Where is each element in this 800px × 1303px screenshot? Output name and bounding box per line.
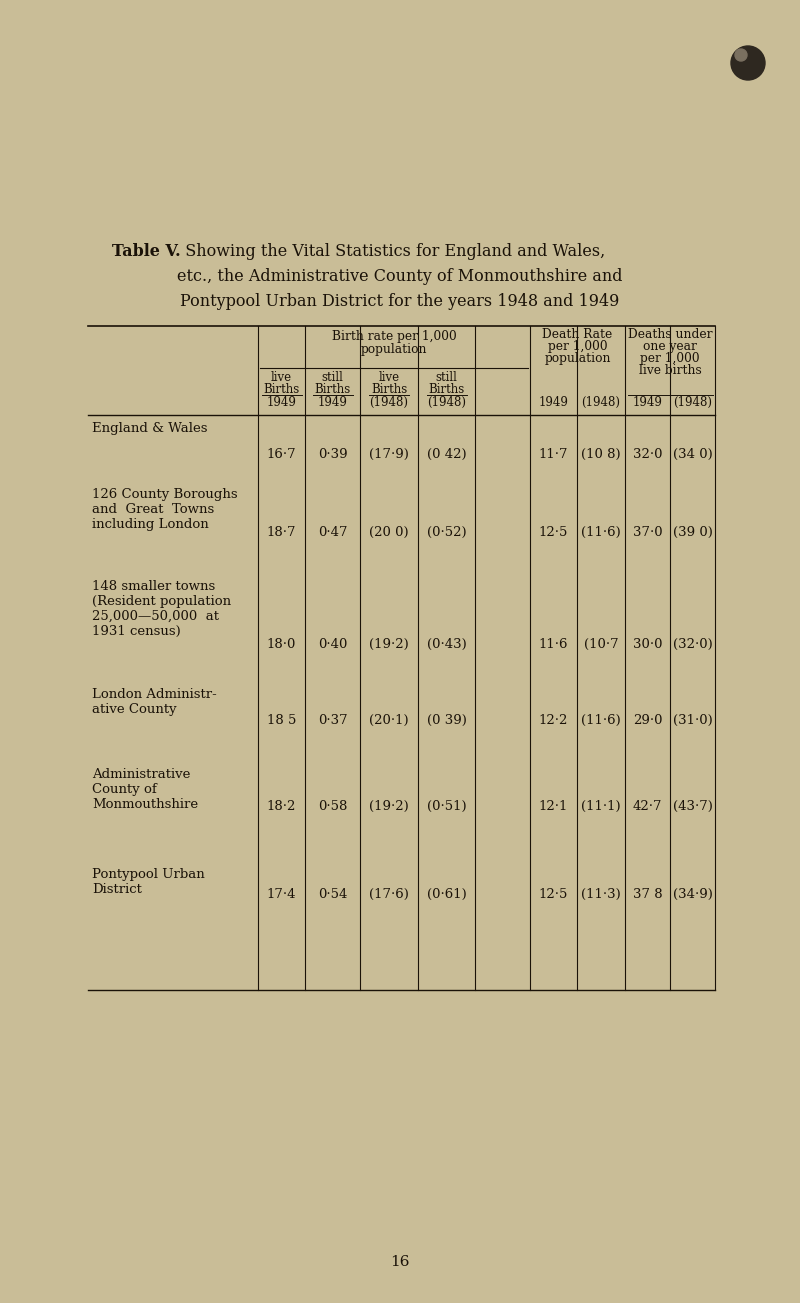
Text: 18·2: 18·2 (267, 800, 296, 813)
Text: 1949: 1949 (266, 396, 297, 409)
Text: Administrative: Administrative (92, 767, 190, 780)
Text: Monmouthshire: Monmouthshire (92, 797, 198, 810)
Text: (11·6): (11·6) (581, 714, 621, 727)
Text: (31·0): (31·0) (673, 714, 712, 727)
Text: (10 8): (10 8) (581, 448, 621, 461)
Text: 148 smaller towns: 148 smaller towns (92, 580, 215, 593)
Text: 37·0: 37·0 (633, 526, 662, 539)
Text: County of: County of (92, 783, 157, 796)
Text: (0 42): (0 42) (426, 448, 466, 461)
Text: (0·43): (0·43) (426, 638, 466, 652)
Text: 16: 16 (390, 1255, 410, 1269)
Text: Births: Births (263, 383, 300, 396)
Text: 126 County Boroughs: 126 County Boroughs (92, 489, 238, 500)
Circle shape (735, 50, 747, 61)
Text: Pontypool Urban District for the years 1948 and 1949: Pontypool Urban District for the years 1… (180, 293, 620, 310)
Text: 0·39: 0·39 (318, 448, 347, 461)
Text: Showing the Vital Statistics for England and Wales,: Showing the Vital Statistics for England… (175, 242, 606, 261)
Circle shape (731, 46, 765, 79)
Text: (1948): (1948) (582, 396, 621, 409)
Text: 30·0: 30·0 (633, 638, 662, 652)
Text: (19·2): (19·2) (369, 800, 409, 813)
Text: one year: one year (643, 340, 697, 353)
Text: London Administr-: London Administr- (92, 688, 217, 701)
Text: Pontypool Urban: Pontypool Urban (92, 868, 205, 881)
Text: (11·1): (11·1) (581, 800, 621, 813)
Text: 0·54: 0·54 (318, 889, 347, 900)
Text: including London: including London (92, 519, 209, 532)
Text: (34·9): (34·9) (673, 889, 713, 900)
Text: 42·7: 42·7 (633, 800, 662, 813)
Text: 1931 census): 1931 census) (92, 625, 181, 638)
Text: 11·7: 11·7 (538, 448, 568, 461)
Text: (39 0): (39 0) (673, 526, 713, 539)
Text: 25,000—50,000  at: 25,000—50,000 at (92, 610, 219, 623)
Text: population: population (544, 352, 610, 365)
Text: 0·58: 0·58 (318, 800, 347, 813)
Text: (1948): (1948) (370, 396, 409, 409)
Text: 32·0: 32·0 (633, 448, 662, 461)
Text: (20·1): (20·1) (369, 714, 409, 727)
Text: 12·1: 12·1 (539, 800, 568, 813)
Text: 29·0: 29·0 (633, 714, 662, 727)
Text: 18·0: 18·0 (267, 638, 296, 652)
Text: 0·47: 0·47 (318, 526, 347, 539)
Text: Death Rate: Death Rate (542, 328, 613, 341)
Text: still: still (322, 371, 343, 384)
Text: 18 5: 18 5 (267, 714, 296, 727)
Text: (10·7: (10·7 (584, 638, 618, 652)
Text: Deaths under: Deaths under (628, 328, 712, 341)
Text: 1949: 1949 (633, 396, 662, 409)
Text: 1949: 1949 (318, 396, 347, 409)
Text: (17·6): (17·6) (369, 889, 409, 900)
Text: (1948): (1948) (427, 396, 466, 409)
Text: Births: Births (428, 383, 465, 396)
Text: etc., the Administrative County of Monmouthshire and: etc., the Administrative County of Monmo… (178, 268, 622, 285)
Text: 0·40: 0·40 (318, 638, 347, 652)
Text: (0·52): (0·52) (426, 526, 466, 539)
Text: per 1,000: per 1,000 (548, 340, 607, 353)
Text: (20 0): (20 0) (369, 526, 409, 539)
Text: 12·5: 12·5 (539, 889, 568, 900)
Text: (11·6): (11·6) (581, 526, 621, 539)
Text: (Resident population: (Resident population (92, 595, 231, 609)
Text: (1948): (1948) (673, 396, 712, 409)
Text: still: still (435, 371, 458, 384)
Text: Births: Births (314, 383, 350, 396)
Text: 0·37: 0·37 (318, 714, 347, 727)
Text: live births: live births (638, 364, 702, 377)
Text: 18·7: 18·7 (266, 526, 296, 539)
Text: 11·6: 11·6 (538, 638, 568, 652)
Text: population: population (361, 343, 427, 356)
Text: Table V.: Table V. (112, 242, 181, 261)
Text: 17·4: 17·4 (266, 889, 296, 900)
Text: 12·5: 12·5 (539, 526, 568, 539)
Text: 37 8: 37 8 (633, 889, 662, 900)
Text: per 1,000: per 1,000 (640, 352, 700, 365)
Text: District: District (92, 883, 142, 896)
Text: 12·2: 12·2 (539, 714, 568, 727)
Text: (0·51): (0·51) (426, 800, 466, 813)
Text: Birth rate per 1,000: Birth rate per 1,000 (332, 330, 456, 343)
Text: (32·0): (32·0) (673, 638, 712, 652)
Text: 1949: 1949 (538, 396, 569, 409)
Text: (34 0): (34 0) (673, 448, 712, 461)
Text: ative County: ative County (92, 704, 177, 717)
Text: (43·7): (43·7) (673, 800, 713, 813)
Text: (17·9): (17·9) (369, 448, 409, 461)
Text: (0·61): (0·61) (426, 889, 466, 900)
Text: (11·3): (11·3) (581, 889, 621, 900)
Text: (19·2): (19·2) (369, 638, 409, 652)
Text: live: live (378, 371, 399, 384)
Text: and  Great  Towns: and Great Towns (92, 503, 214, 516)
Text: live: live (271, 371, 292, 384)
Text: 16·7: 16·7 (266, 448, 296, 461)
Text: England & Wales: England & Wales (92, 422, 207, 435)
Text: Births: Births (371, 383, 407, 396)
Text: (0 39): (0 39) (426, 714, 466, 727)
